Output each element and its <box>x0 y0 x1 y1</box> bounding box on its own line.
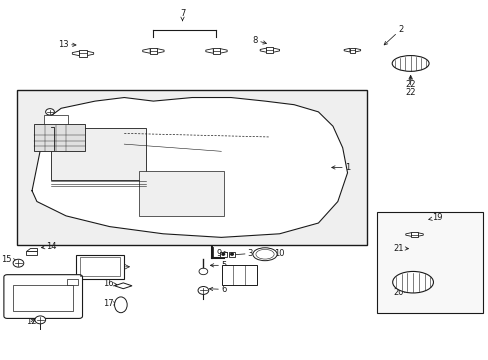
Ellipse shape <box>114 297 127 313</box>
Polygon shape <box>72 51 80 56</box>
Text: 16: 16 <box>103 279 117 288</box>
Circle shape <box>45 109 54 115</box>
Text: 17: 17 <box>103 299 117 308</box>
Polygon shape <box>79 50 86 57</box>
Text: 18: 18 <box>81 261 95 270</box>
Polygon shape <box>156 49 164 53</box>
Polygon shape <box>416 233 423 237</box>
Text: 2: 2 <box>384 25 403 45</box>
Polygon shape <box>32 98 347 237</box>
Polygon shape <box>405 233 411 237</box>
Bar <box>34 125 85 151</box>
Text: 19: 19 <box>428 213 442 222</box>
Polygon shape <box>266 47 273 53</box>
Text: 13: 13 <box>58 40 76 49</box>
Polygon shape <box>349 48 355 53</box>
Text: 4: 4 <box>234 270 253 279</box>
Polygon shape <box>410 232 417 237</box>
Text: 6: 6 <box>209 285 226 294</box>
Circle shape <box>13 259 24 267</box>
Bar <box>80 257 120 276</box>
Bar <box>376 212 483 313</box>
Text: 7: 7 <box>180 9 185 21</box>
Text: 3: 3 <box>229 249 253 258</box>
Text: 10: 10 <box>269 249 284 258</box>
Text: 22: 22 <box>405 77 415 96</box>
Text: 14: 14 <box>41 242 57 251</box>
Polygon shape <box>354 48 360 52</box>
Ellipse shape <box>391 55 428 71</box>
Bar <box>228 252 235 257</box>
Polygon shape <box>272 48 279 52</box>
Text: 9: 9 <box>216 249 227 258</box>
Polygon shape <box>260 48 266 52</box>
Bar <box>51 128 146 180</box>
Bar <box>13 285 73 311</box>
Text: 1: 1 <box>331 163 349 172</box>
Text: 20: 20 <box>392 288 407 297</box>
Polygon shape <box>142 49 150 53</box>
Bar <box>139 171 224 216</box>
Ellipse shape <box>252 248 277 261</box>
Ellipse shape <box>392 271 432 293</box>
Text: 8: 8 <box>252 36 266 45</box>
Circle shape <box>230 253 233 255</box>
Polygon shape <box>205 49 213 53</box>
Text: 22: 22 <box>405 75 415 90</box>
Polygon shape <box>26 248 37 251</box>
Text: 12: 12 <box>26 317 36 326</box>
Bar <box>76 255 124 279</box>
Text: 21: 21 <box>392 244 407 253</box>
Text: 5: 5 <box>210 261 226 270</box>
Polygon shape <box>26 251 37 255</box>
Polygon shape <box>219 49 227 53</box>
Polygon shape <box>344 48 349 52</box>
Bar <box>18 90 366 244</box>
Polygon shape <box>86 51 94 56</box>
Bar <box>222 265 256 285</box>
Circle shape <box>35 316 45 324</box>
Bar <box>67 279 78 285</box>
Polygon shape <box>212 48 220 54</box>
FancyBboxPatch shape <box>4 275 82 319</box>
Circle shape <box>198 287 208 294</box>
Text: 11: 11 <box>5 278 20 289</box>
Bar <box>44 116 68 125</box>
Circle shape <box>199 268 207 275</box>
Polygon shape <box>149 48 157 54</box>
Polygon shape <box>114 283 132 289</box>
Text: 15: 15 <box>1 255 17 264</box>
Circle shape <box>222 253 224 255</box>
Bar <box>220 252 226 257</box>
